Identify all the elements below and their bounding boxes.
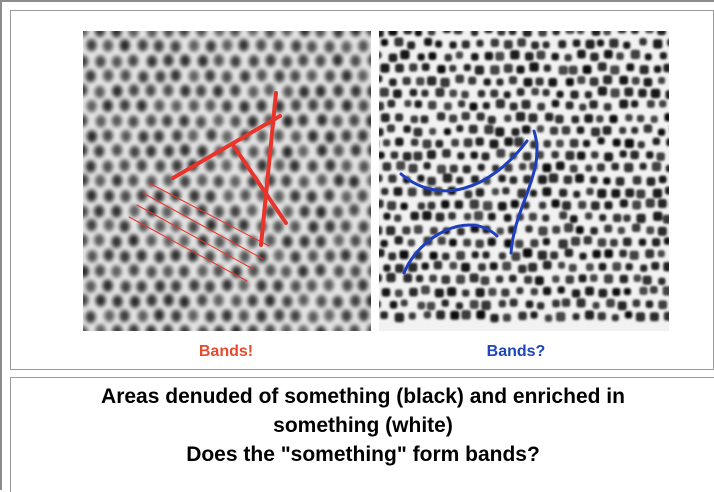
- caption: Areas denuded of something (black) and e…: [11, 382, 714, 469]
- caption-line-1: Areas denuded of something (black) and e…: [101, 385, 625, 408]
- blue-curves-annotation: [399, 129, 539, 275]
- right-micrograph-svg: [379, 31, 669, 331]
- left-micrograph-svg: [83, 31, 371, 331]
- figure-panel: Bands! Bands?: [10, 10, 714, 370]
- left-label: Bands!: [198, 343, 254, 360]
- right-micrograph-image: [379, 31, 669, 331]
- right-label: Bands?: [486, 343, 546, 360]
- caption-line-3: Does the "something" form bands?: [186, 443, 540, 466]
- red-triangle-annotation: [128, 91, 288, 282]
- caption-line-2: something (white): [273, 414, 453, 437]
- caption-panel: Areas denuded of something (black) and e…: [10, 377, 714, 492]
- left-micrograph-image: [83, 31, 371, 331]
